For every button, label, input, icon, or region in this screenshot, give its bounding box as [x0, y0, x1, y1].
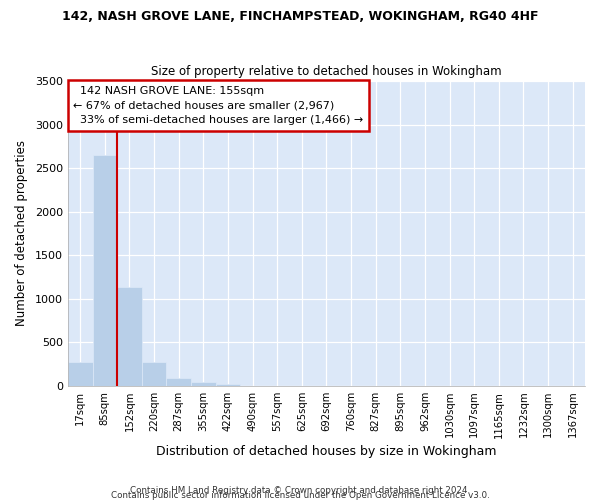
Text: Contains HM Land Registry data © Crown copyright and database right 2024.: Contains HM Land Registry data © Crown c…: [130, 486, 470, 495]
Bar: [166, 378, 191, 386]
Bar: [142, 362, 166, 386]
Title: Size of property relative to detached houses in Wokingham: Size of property relative to detached ho…: [151, 66, 502, 78]
Bar: [68, 362, 92, 386]
X-axis label: Distribution of detached houses by size in Wokingham: Distribution of detached houses by size …: [156, 444, 497, 458]
Bar: [215, 384, 240, 386]
Text: 142, NASH GROVE LANE, FINCHAMPSTEAD, WOKINGHAM, RG40 4HF: 142, NASH GROVE LANE, FINCHAMPSTEAD, WOK…: [62, 10, 538, 23]
Bar: [92, 155, 117, 386]
Text: 142 NASH GROVE LANE: 155sqm  
← 67% of detached houses are smaller (2,967)
  33%: 142 NASH GROVE LANE: 155sqm ← 67% of det…: [73, 86, 364, 125]
Bar: [117, 286, 142, 386]
Text: Contains public sector information licensed under the Open Government Licence v3: Contains public sector information licen…: [110, 490, 490, 500]
Y-axis label: Number of detached properties: Number of detached properties: [15, 140, 28, 326]
Bar: [191, 382, 215, 386]
